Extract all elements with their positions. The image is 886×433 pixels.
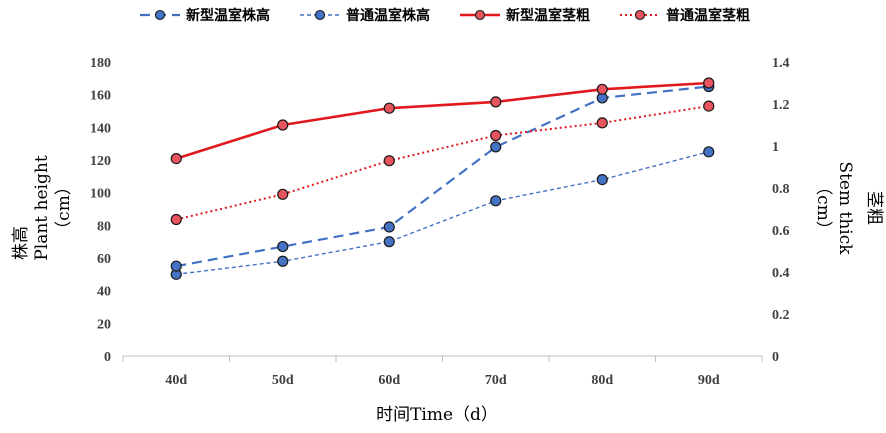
data-point	[277, 255, 289, 267]
y-right-tick-label: 0	[772, 350, 779, 365]
data-point	[277, 240, 289, 253]
data-point	[490, 195, 502, 207]
y-left-tick-label: 60	[97, 252, 111, 267]
x-axis-title: 时间Time（d）	[376, 405, 498, 425]
y-left-tick-label: 100	[90, 187, 111, 202]
legend-label: 普通温室株高	[346, 7, 430, 24]
y-left-axis-title-3: （cm）	[54, 178, 74, 238]
svg-text:Stem thick: Stem thick	[835, 161, 855, 255]
y-left-tick-label: 160	[90, 89, 111, 104]
y-right-title-line2: Stem thick	[835, 161, 855, 255]
legend-marker	[474, 9, 486, 21]
x-tick-label: 60d	[378, 373, 400, 388]
data-point	[596, 117, 608, 129]
series-line	[176, 85, 709, 268]
svg-text:茎粗: 茎粗	[864, 191, 884, 225]
y-right-tick-label: 1.4	[772, 56, 790, 71]
x-tick-label: 40d	[165, 373, 187, 388]
series-line	[175, 81, 709, 160]
series-layer	[170, 77, 715, 280]
legend-label: 新型温室株高	[186, 7, 270, 24]
data-point	[383, 102, 395, 114]
legend-label: 新型温室茎粗	[506, 7, 590, 24]
data-point	[383, 236, 395, 248]
y-left-tick-label: 140	[90, 121, 111, 136]
x-tick-label: 90d	[698, 373, 720, 388]
data-point	[703, 146, 715, 158]
y-left-axis-title: 株高	[11, 226, 31, 260]
legend-marker	[154, 9, 166, 21]
data-point	[490, 141, 502, 153]
data-point	[596, 83, 608, 95]
legend-label: 普通温室茎粗	[666, 7, 750, 24]
x-tick-label: 70d	[485, 373, 507, 388]
svg-text:（cm）: （cm）	[813, 178, 833, 238]
y-right-tick-label: 1	[772, 140, 779, 155]
y-right-axis-title: 茎粗	[864, 191, 884, 225]
x-tick-label: 50d	[272, 373, 294, 388]
data-point	[170, 153, 182, 165]
y-left-title-line1: 株高	[11, 226, 31, 260]
y-left-axis-title-2: Plant height	[32, 155, 52, 260]
svg-text:（cm）: （cm）	[54, 178, 74, 238]
x-tick-label: 80d	[591, 373, 613, 388]
y-left-tick-label: 20	[97, 317, 111, 332]
data-point	[703, 100, 715, 112]
y-right-title-line3: （cm）	[813, 178, 833, 238]
data-point	[490, 129, 502, 142]
y-right-tick-label: 0.6	[772, 224, 790, 239]
y-right-tick-label: 1.2	[772, 98, 790, 113]
series-line	[176, 151, 709, 276]
y-right-tick-label: 0.8	[772, 182, 790, 197]
data-point	[277, 188, 289, 200]
y-left-tick-label: 180	[90, 56, 111, 71]
data-point	[170, 213, 182, 226]
data-point	[703, 77, 715, 89]
y-left-tick-label: 80	[97, 219, 111, 234]
series-line	[176, 105, 709, 221]
data-point	[490, 96, 502, 108]
axes: 40d 50d 60d 70d 80d 90d 0 20 40 60 80 100 120 140 160 1…	[90, 56, 790, 388]
y-left-title-line2: Plant height	[32, 155, 52, 260]
y-right-axis-title-3: （cm）	[813, 178, 833, 238]
y-left-tick-label: 0	[104, 350, 111, 365]
data-point	[383, 221, 395, 233]
legend-marker	[634, 9, 646, 21]
y-left-tick-label: 40	[97, 285, 111, 300]
data-point	[170, 260, 182, 272]
y-left-title-line3: （cm）	[54, 178, 74, 238]
data-point	[277, 119, 289, 131]
y-left-tick-label: 120	[90, 154, 111, 169]
legend-marker	[314, 9, 326, 21]
svg-text:株高: 株高	[11, 226, 31, 260]
data-point	[383, 155, 395, 167]
y-right-title-line1: 茎粗	[864, 191, 884, 225]
y-right-tick-label: 0.2	[772, 308, 790, 323]
data-point	[596, 174, 608, 186]
y-right-axis-title-2: Stem thick	[835, 161, 855, 255]
svg-text:Plant height: Plant height	[32, 155, 52, 260]
legend: 新型温室株高 普通温室株高 新型温室茎粗 普通温室茎粗	[140, 7, 750, 24]
y-right-tick-label: 0.4	[772, 266, 790, 281]
